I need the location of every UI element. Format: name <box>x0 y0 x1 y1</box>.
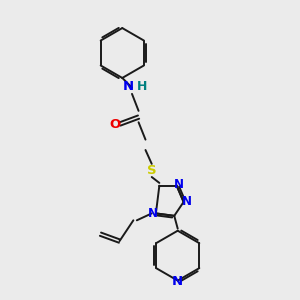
Text: S: S <box>147 164 157 177</box>
Text: N: N <box>122 80 134 94</box>
Text: N: N <box>172 275 183 289</box>
Text: O: O <box>110 118 121 130</box>
Text: N: N <box>182 196 192 208</box>
Text: N: N <box>173 178 183 191</box>
Text: N: N <box>147 207 158 220</box>
Text: H: H <box>136 80 147 94</box>
